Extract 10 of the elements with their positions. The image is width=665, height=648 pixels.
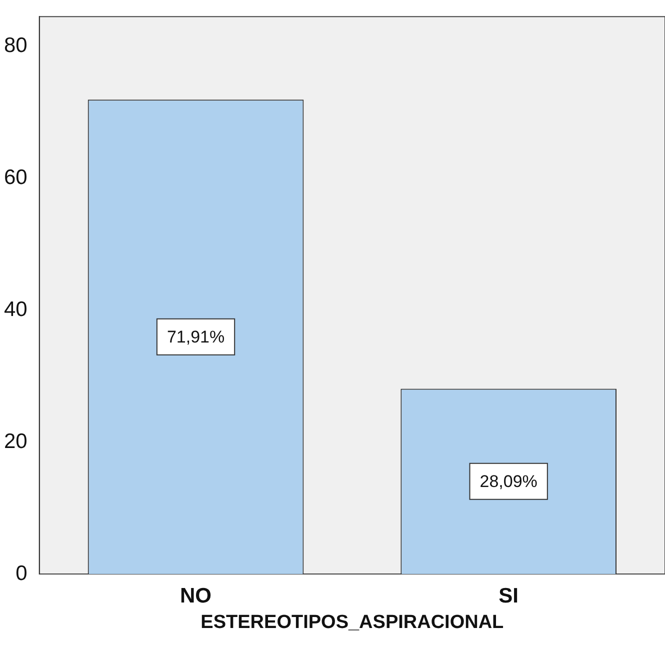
y-tick-label: 80 <box>4 34 28 58</box>
y-tick-label: 40 <box>4 298 28 321</box>
x-tick-label: NO <box>180 584 212 608</box>
y-tick-label: 60 <box>4 166 28 190</box>
data-label: 71,91% <box>166 328 225 347</box>
x-tick-label: SI <box>498 584 519 608</box>
y-tick-label: 20 <box>4 430 28 453</box>
y-tick-label: 0 <box>16 562 28 585</box>
data-label: 28,09% <box>480 472 538 492</box>
x-axis-title: ESTEREOTIPOS_ASPIRACIONAL <box>200 612 504 633</box>
